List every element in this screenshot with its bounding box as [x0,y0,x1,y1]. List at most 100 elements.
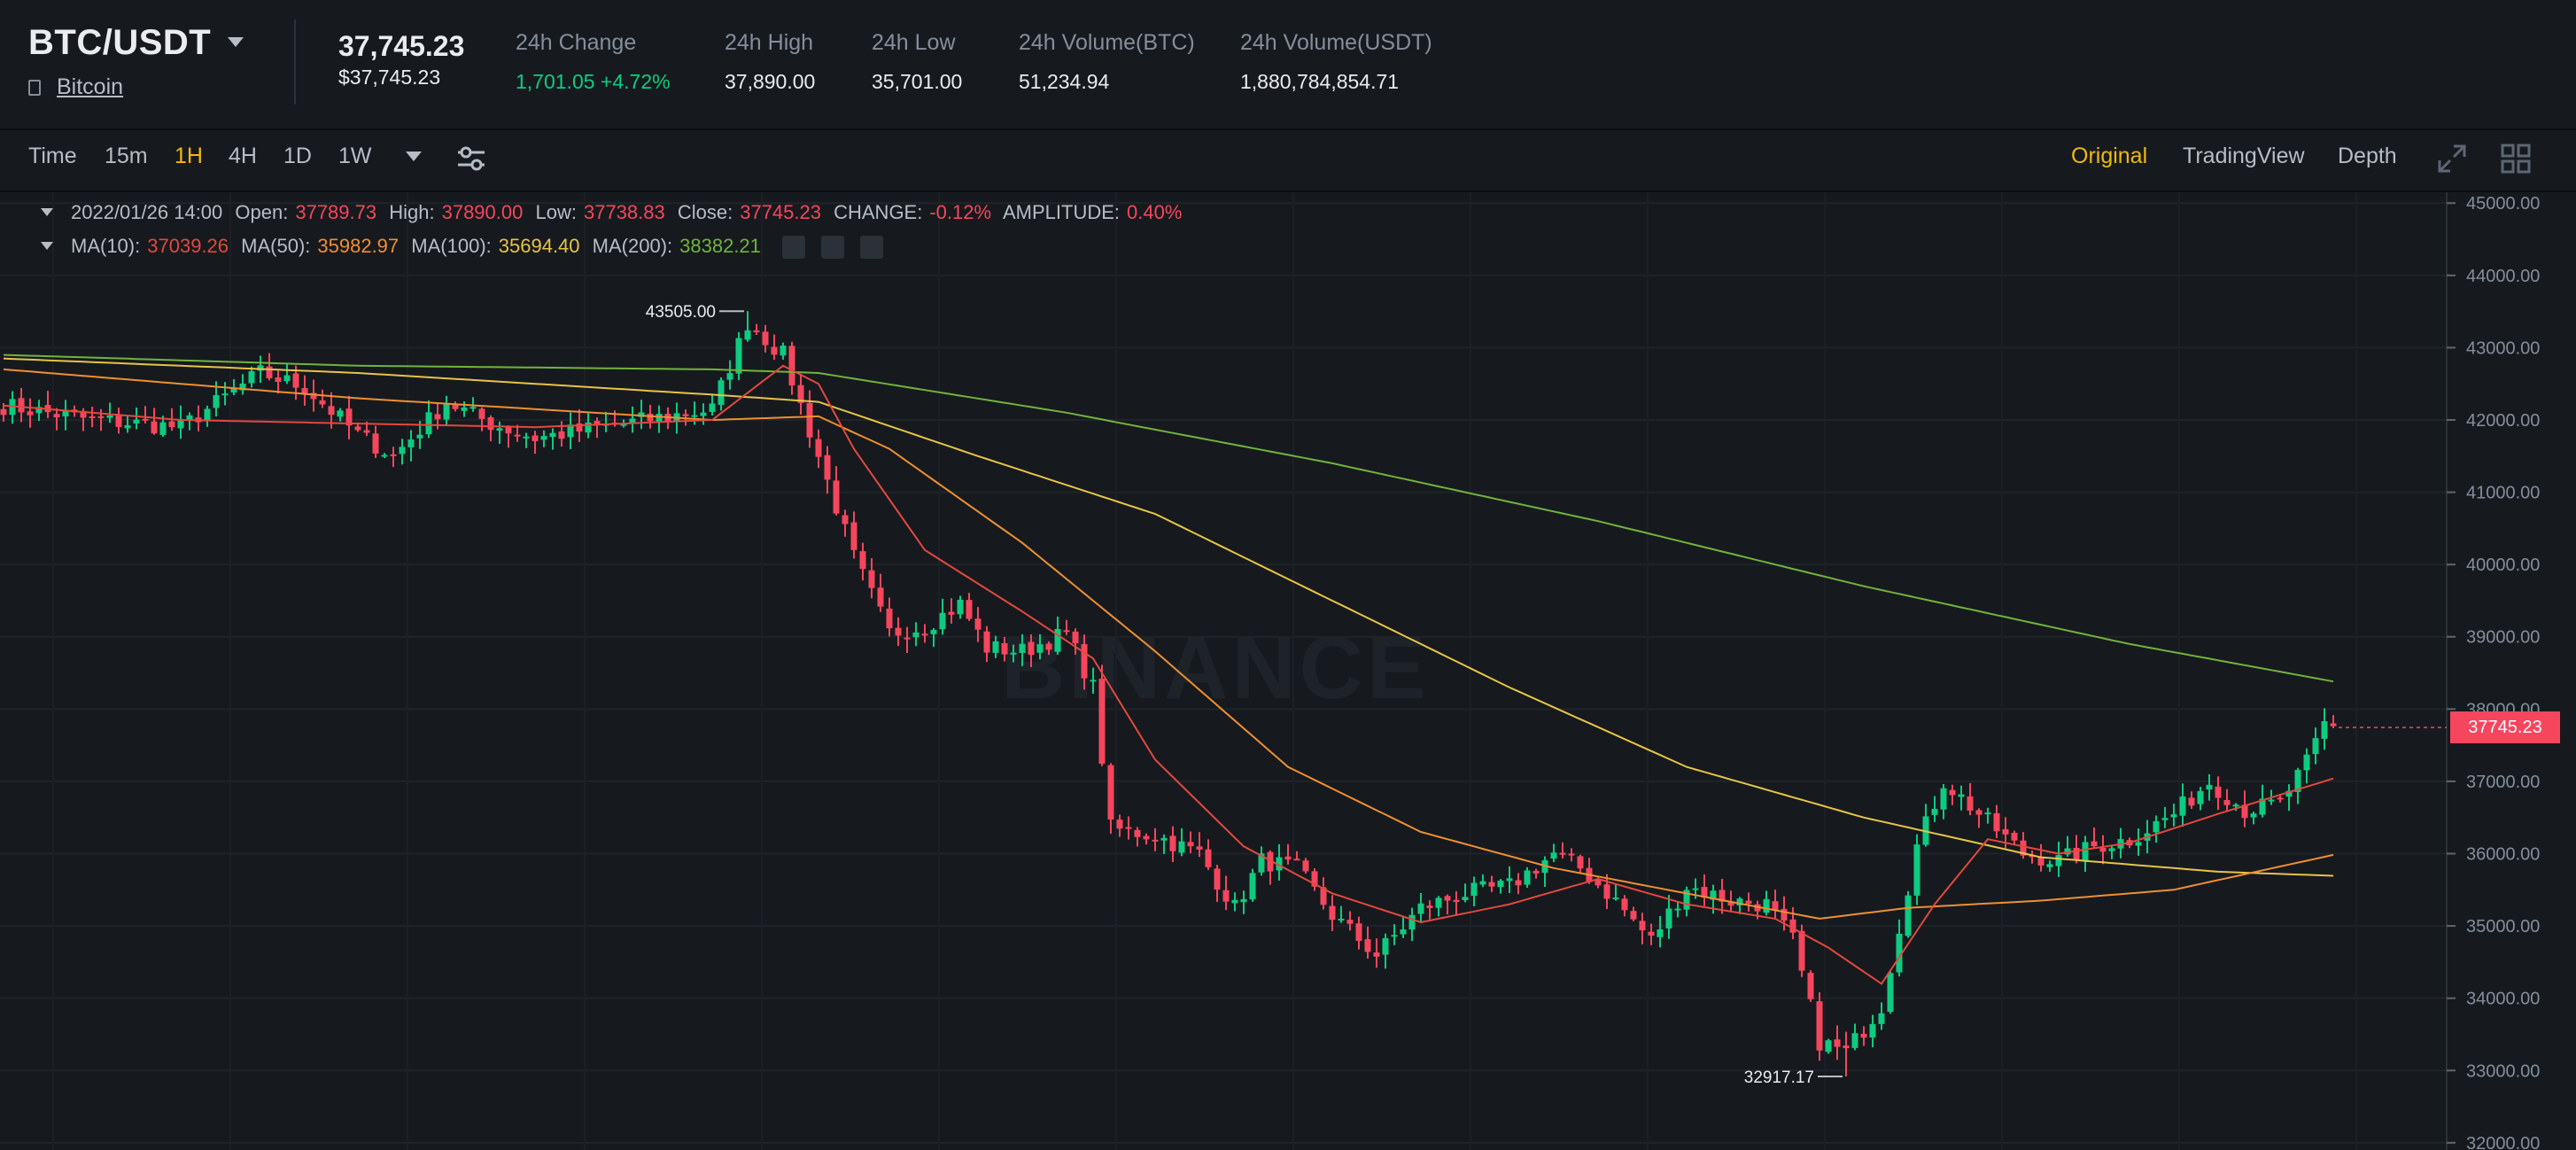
candle-body [1019,643,1026,654]
candle-body [469,407,477,409]
candle-body [806,402,813,438]
chart-area[interactable]: BINANCE 45000.00 44000.00 43000.00 42000.00… [0,192,2576,1150]
stat-value: 35,701.00 [872,70,963,93]
candle-body [1931,808,1938,815]
candle-body [983,631,990,653]
candlestick-chart[interactable]: 45000.00 44000.00 43000.00 42000.00 41000.00… [0,192,2576,1150]
candle-body [283,375,291,382]
legend-date: 2022/01/26 14:00 [71,201,223,223]
view-tradingview[interactable]: TradingView [2183,144,2305,168]
candle-body [337,410,344,417]
chart-toolbar: Time 15m 1H 4H 1D 1W Original TradingVie… [0,130,2576,192]
candle-body [1993,812,2000,832]
candle-body [1143,835,1150,840]
settings-sliders-icon[interactable] [455,143,487,175]
candle-body [1869,1023,1876,1038]
candle-body [1214,868,1221,890]
candle-body [1967,796,1974,811]
candle-body [390,454,397,456]
candle-body [1311,871,1318,887]
timeframe-4h[interactable]: 4H [229,144,257,168]
candle-body [434,414,441,420]
candle-body [496,428,503,431]
candle-body [1222,890,1230,902]
candle-body [549,432,556,438]
candle-body [904,637,911,640]
legend-high-label: High: [389,201,435,223]
collapse-ohlc-chevron-icon[interactable] [41,208,53,216]
candle-body [416,434,423,439]
candle-body [461,407,468,411]
timeframe-1d[interactable]: 1D [283,144,312,168]
legend-change-value: -0.12% [929,201,992,223]
timeframe-1h[interactable]: 1H [175,144,203,168]
candle-body [1081,644,1088,679]
candle-body [1577,856,1584,869]
candle-body [1258,853,1265,873]
asset-info: Bitcoin [28,74,123,100]
grid-layout-icon[interactable] [2500,143,2532,175]
candle-body [18,398,25,413]
view-depth[interactable]: Depth [2338,144,2397,168]
pair-selector[interactable]: BTC/USDT Bitcoin [28,23,244,99]
candle-body [2303,754,2310,771]
price-tick-label: 43000.00 [2466,338,2540,358]
candle-body [1063,630,1070,633]
price-tick-label: 37000.00 [2466,773,2540,792]
candle-body [151,421,158,434]
timeframe-1w[interactable]: 1W [338,144,372,168]
candle-body [1657,929,1664,937]
collapse-ma-chevron-icon[interactable] [41,242,53,250]
candle-body [239,383,246,391]
asset-name-link[interactable]: Bitcoin [57,74,124,99]
ma-settings-icon[interactable] [821,236,845,260]
candle-body [425,412,432,435]
candle-body [452,404,459,409]
candle-body [1417,903,1424,914]
candle-body [319,400,326,405]
close-ma-icon[interactable] [860,236,884,260]
candle-body [2330,723,2337,727]
candle-body [1134,829,1141,837]
legend-low-value: 37738.83 [583,201,665,223]
candle-body [815,439,822,457]
candle-body [168,421,175,428]
candle-body [1843,1045,1850,1049]
candle-body [2241,804,2248,819]
stat-24h-low: 24h Low 35,701.00 [872,30,962,94]
candle-body [2037,856,2045,866]
legend-low-label: Low: [535,201,577,223]
candle-body [221,393,229,396]
candle-body [1072,631,1079,644]
pair-name[interactable]: BTC/USDT [28,23,212,62]
view-original[interactable]: Original [2071,144,2148,168]
ma50-value: 35982.97 [317,235,400,257]
candle-body [638,412,645,417]
more-timeframes-chevron-icon[interactable] [406,152,422,161]
ma200-label: MA(200): [592,235,673,257]
legend-close-label: Close: [677,201,733,223]
price-tick-label: 39000.00 [2466,628,2540,648]
candle-body [1240,898,1247,903]
candle-body [735,338,742,374]
candle-body [97,416,105,418]
candle-body [948,611,955,615]
header-divider [294,19,296,105]
candle-body [505,426,512,434]
timeframe-time[interactable]: Time [28,144,77,168]
fullscreen-icon[interactable] [2436,143,2468,175]
candle-body [1284,856,1292,860]
candle-body [2223,800,2231,805]
chevron-down-icon[interactable] [228,37,244,47]
candle-body [1727,902,1734,906]
price-tick-label: 44000.00 [2466,267,2540,286]
candle-body [1196,846,1203,850]
timeframe-15m[interactable]: 15m [105,144,148,168]
candle-body [2232,804,2239,807]
candle-body [1320,887,1327,905]
candle-body [1355,923,1362,941]
price-axis: 45000.00 44000.00 43000.00 42000.00 41000.00… [2446,192,2576,1150]
candle-body [2108,848,2115,851]
candle-body [1594,880,1602,886]
hide-ma-icon[interactable] [782,236,806,260]
